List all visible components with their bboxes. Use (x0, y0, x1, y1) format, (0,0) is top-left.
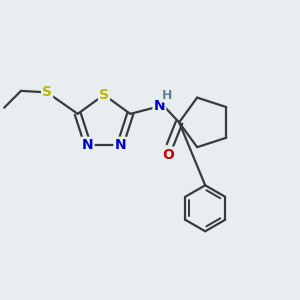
Text: S: S (42, 85, 52, 99)
Text: O: O (163, 148, 174, 162)
Text: N: N (114, 138, 126, 152)
Text: N: N (82, 138, 94, 152)
Text: S: S (99, 88, 109, 102)
Text: N: N (154, 99, 165, 113)
Text: H: H (162, 89, 172, 102)
